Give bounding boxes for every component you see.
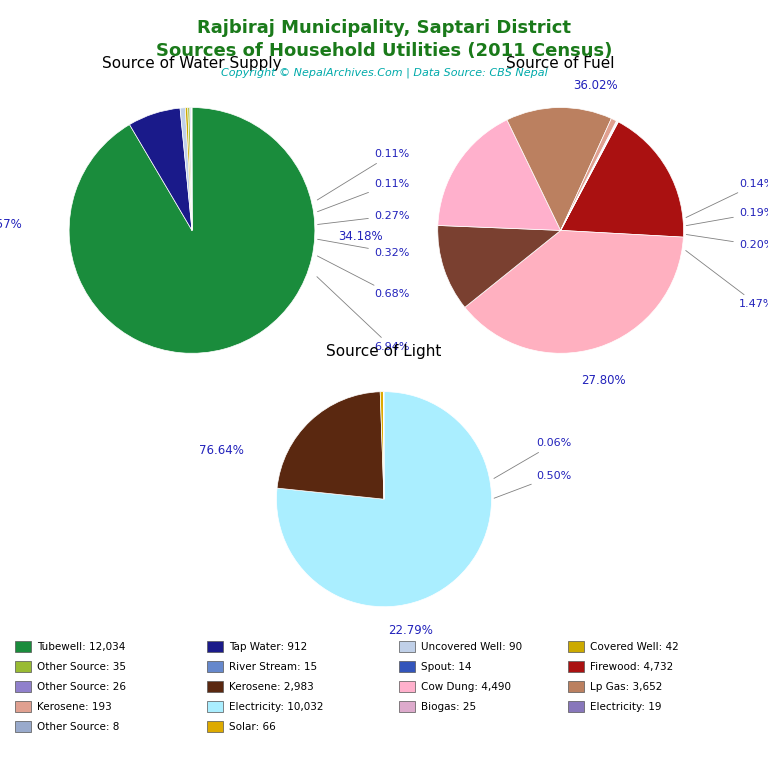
Text: Rajbiraj Municipality, Saptari District: Rajbiraj Municipality, Saptari District xyxy=(197,19,571,37)
Text: Kerosene: 2,983: Kerosene: 2,983 xyxy=(229,681,313,692)
Wedge shape xyxy=(380,392,384,499)
Wedge shape xyxy=(561,121,618,230)
Text: Electricity: 19: Electricity: 19 xyxy=(590,701,661,712)
Wedge shape xyxy=(276,392,492,607)
Text: Solar: 66: Solar: 66 xyxy=(229,721,276,732)
Wedge shape xyxy=(438,226,561,307)
Text: Electricity: 10,032: Electricity: 10,032 xyxy=(229,701,323,712)
Wedge shape xyxy=(438,120,561,230)
Text: Lp Gas: 3,652: Lp Gas: 3,652 xyxy=(590,681,662,692)
Wedge shape xyxy=(561,121,617,230)
Title: Source of Fuel: Source of Fuel xyxy=(506,57,615,71)
Text: 34.18%: 34.18% xyxy=(338,230,382,243)
Text: 91.57%: 91.57% xyxy=(0,218,22,230)
Wedge shape xyxy=(277,392,384,499)
Text: 6.94%: 6.94% xyxy=(317,276,409,353)
Title: Source of Water Supply: Source of Water Supply xyxy=(102,57,282,71)
Text: Covered Well: 42: Covered Well: 42 xyxy=(590,641,679,652)
Wedge shape xyxy=(190,108,192,230)
Text: Firewood: 4,732: Firewood: 4,732 xyxy=(590,661,673,672)
Title: Source of Light: Source of Light xyxy=(326,345,442,359)
Text: Sources of Household Utilities (2011 Census): Sources of Household Utilities (2011 Cen… xyxy=(156,42,612,60)
Text: 0.27%: 0.27% xyxy=(318,210,409,224)
Text: Tubewell: 12,034: Tubewell: 12,034 xyxy=(37,641,125,652)
Wedge shape xyxy=(561,122,684,237)
Text: Uncovered Well: 90: Uncovered Well: 90 xyxy=(421,641,522,652)
Text: 0.11%: 0.11% xyxy=(317,179,409,212)
Text: 0.11%: 0.11% xyxy=(317,149,409,200)
Text: 1.47%: 1.47% xyxy=(686,250,768,310)
Text: Tap Water: 912: Tap Water: 912 xyxy=(229,641,307,652)
Wedge shape xyxy=(465,230,684,353)
Text: 0.14%: 0.14% xyxy=(686,179,768,217)
Text: Spout: 14: Spout: 14 xyxy=(421,661,472,672)
Text: Biogas: 25: Biogas: 25 xyxy=(421,701,476,712)
Text: 0.68%: 0.68% xyxy=(317,256,409,300)
Wedge shape xyxy=(130,108,192,230)
Text: Other Source: 35: Other Source: 35 xyxy=(37,661,126,672)
Text: Cow Dung: 4,490: Cow Dung: 4,490 xyxy=(421,681,511,692)
Wedge shape xyxy=(561,121,617,230)
Text: 0.19%: 0.19% xyxy=(687,208,768,226)
Wedge shape xyxy=(69,108,315,353)
Text: 76.64%: 76.64% xyxy=(200,445,244,457)
Text: 0.06%: 0.06% xyxy=(494,439,572,478)
Text: Kerosene: 193: Kerosene: 193 xyxy=(37,701,111,712)
Wedge shape xyxy=(561,118,617,230)
Text: 0.20%: 0.20% xyxy=(687,234,768,250)
Text: 27.80%: 27.80% xyxy=(581,374,626,387)
Text: River Stream: 15: River Stream: 15 xyxy=(229,661,317,672)
Text: 36.02%: 36.02% xyxy=(573,79,617,92)
Text: 0.32%: 0.32% xyxy=(318,240,409,257)
Text: 0.50%: 0.50% xyxy=(494,471,572,498)
Wedge shape xyxy=(185,108,192,230)
Text: Copyright © NepalArchives.Com | Data Source: CBS Nepal: Copyright © NepalArchives.Com | Data Sou… xyxy=(220,68,548,78)
Text: 22.79%: 22.79% xyxy=(389,624,433,637)
Wedge shape xyxy=(507,108,611,230)
Wedge shape xyxy=(190,108,192,230)
Text: Other Source: 8: Other Source: 8 xyxy=(37,721,119,732)
Wedge shape xyxy=(180,108,192,230)
Text: Other Source: 26: Other Source: 26 xyxy=(37,681,126,692)
Wedge shape xyxy=(187,108,192,230)
